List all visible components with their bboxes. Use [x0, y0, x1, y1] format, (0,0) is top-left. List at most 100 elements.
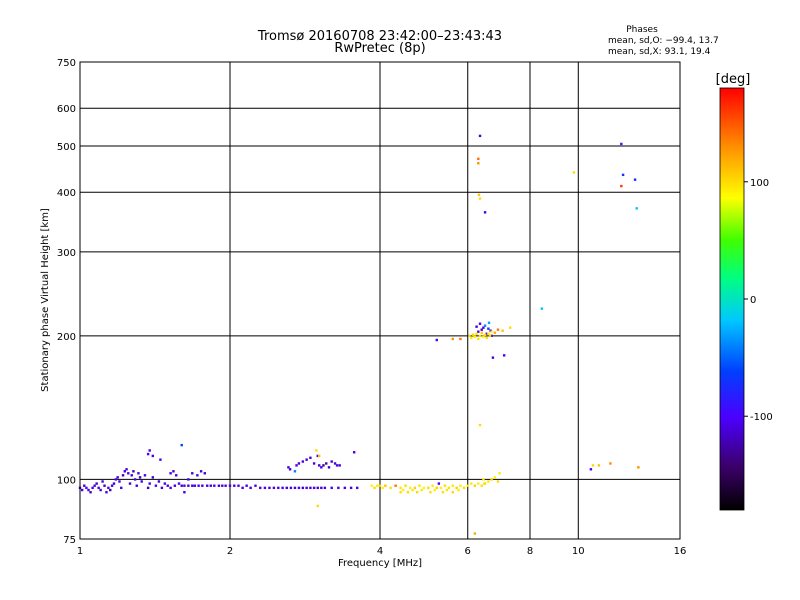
- data-point-x: [394, 484, 397, 487]
- data-point-x: [620, 184, 623, 188]
- chart-title: Tromsø 20160708 23:42:00–23:43:43: [257, 29, 502, 44]
- data-point-x: [480, 484, 483, 487]
- data-point-o: [435, 338, 438, 342]
- data-point-o: [187, 478, 190, 481]
- data-point-o: [128, 482, 132, 485]
- data-point-x: [409, 486, 412, 490]
- chart-subtitle: RwPretec (8p): [334, 41, 425, 56]
- data-point-o: [289, 486, 293, 490]
- y-tick-label: 200: [57, 332, 76, 343]
- data-point-o: [277, 486, 280, 490]
- data-point-x: [609, 462, 612, 465]
- data-point-x: [404, 484, 407, 487]
- data-point-o: [80, 488, 84, 492]
- data-point-o: [330, 486, 333, 490]
- data-point-x: [487, 480, 490, 483]
- data-point-x: [477, 157, 480, 161]
- data-point-o: [320, 486, 323, 490]
- data-point-x: [482, 335, 485, 339]
- data-point-o: [105, 491, 108, 494]
- data-point-o: [112, 482, 116, 485]
- data-point-x: [480, 331, 483, 334]
- y-tick-label: 750: [57, 58, 76, 69]
- data-point-o: [85, 486, 88, 490]
- data-point-o: [589, 468, 593, 471]
- data-point-o: [327, 466, 331, 469]
- data-point-o: [127, 472, 130, 475]
- data-point-x: [378, 484, 382, 487]
- data-point-o: [99, 488, 102, 492]
- data-point-o: [175, 474, 178, 477]
- data-point-o: [325, 462, 328, 465]
- data-point-o: [197, 484, 200, 487]
- data-point-x: [399, 486, 402, 490]
- data-point-x: [477, 337, 480, 341]
- data-point-o: [191, 484, 194, 487]
- data-point-o: [101, 480, 104, 483]
- data-point-o: [305, 458, 308, 461]
- data-point-o: [138, 476, 142, 479]
- data-point-x: [473, 335, 477, 339]
- data-point-o: [159, 458, 162, 461]
- data-point-o: [146, 452, 150, 456]
- data-point-o: [132, 470, 135, 473]
- data-point-o: [483, 211, 487, 214]
- data-point-x: [315, 449, 318, 452]
- data-point-x: [498, 472, 501, 475]
- data-point-x: [468, 334, 471, 338]
- data-point-x: [427, 486, 430, 490]
- data-point-o: [482, 326, 485, 329]
- data-point-o: [180, 484, 183, 487]
- data-point-o: [87, 488, 90, 492]
- data-point-o: [151, 476, 155, 479]
- data-point-o: [183, 484, 186, 487]
- data-point-o: [352, 451, 356, 454]
- data-point-x: [415, 491, 419, 494]
- data-point-x: [376, 484, 379, 487]
- data-point-o: [91, 486, 94, 490]
- data-point-o: [330, 460, 333, 463]
- data-point-o: [130, 474, 133, 477]
- data-point-o: [173, 484, 177, 487]
- x-tick-label: 4: [377, 546, 383, 557]
- data-point-x: [477, 162, 480, 165]
- data-point-o: [241, 486, 244, 490]
- data-point-o: [478, 134, 482, 138]
- data-point-o: [320, 466, 323, 469]
- data-point-x: [477, 193, 481, 197]
- data-point-o: [309, 486, 312, 490]
- data-point-o: [349, 486, 353, 490]
- data-point-o: [633, 178, 637, 181]
- data-point-x: [317, 454, 321, 458]
- data-point-o: [103, 484, 106, 487]
- data-point-o: [483, 324, 487, 327]
- data-point-x: [483, 482, 486, 485]
- data-point-o: [148, 449, 151, 452]
- data-point-o: [121, 474, 125, 477]
- colorbar-tick-label: -100: [750, 412, 773, 423]
- y-tick-label: 400: [57, 188, 76, 199]
- data-point-o: [297, 486, 301, 490]
- y-tick-labels: 75 100 200 300 400 500 600 750: [57, 58, 76, 546]
- data-point-o: [201, 484, 204, 487]
- data-point-o: [151, 454, 155, 458]
- data-point-o: [166, 484, 169, 487]
- data-point-x: [487, 332, 490, 335]
- data-point-o: [93, 484, 96, 487]
- data-point-x: [401, 488, 405, 492]
- data-point-o: [233, 484, 236, 487]
- x-tick-label: 8: [527, 546, 533, 557]
- data-point-o: [114, 478, 118, 481]
- data-point-o: [316, 486, 319, 490]
- data-point-x: [431, 484, 434, 487]
- data-point-x: [508, 326, 512, 329]
- data-point-x: [483, 333, 487, 336]
- data-point-x: [470, 336, 473, 340]
- data-point-o: [305, 486, 308, 490]
- data-point-x: [493, 476, 497, 479]
- data-point-o: [635, 207, 638, 210]
- data-point-o: [272, 486, 276, 490]
- data-point-o: [135, 484, 138, 487]
- data-point-x: [418, 484, 421, 487]
- data-point-o: [343, 486, 347, 490]
